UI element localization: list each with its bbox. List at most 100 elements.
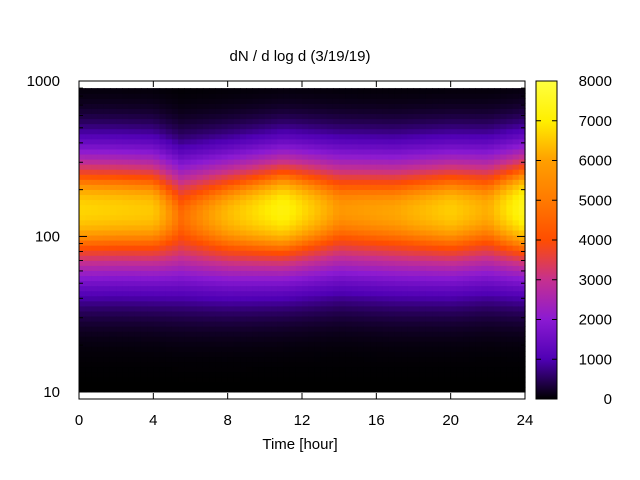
heatmap-cell (326, 240, 334, 246)
heatmap-cell (283, 326, 291, 332)
heatmap-cell (469, 214, 477, 221)
heatmap-cell (147, 265, 154, 271)
heatmap-cell (487, 169, 495, 175)
heatmap-cell (345, 153, 353, 160)
heatmap-cell (202, 240, 210, 246)
heatmap-cell (320, 179, 328, 185)
heatmap-cell (140, 93, 148, 99)
heatmap-cell (295, 361, 303, 368)
heatmap-cell (277, 98, 285, 104)
heatmap-cell (363, 128, 371, 135)
heatmap-cell (432, 366, 439, 373)
heatmap-cell (370, 270, 377, 277)
heatmap-cell (512, 361, 520, 368)
heatmap-cell (159, 280, 167, 287)
heatmap-cell (122, 153, 130, 160)
heatmap-cell (122, 361, 130, 368)
heatmap-cell (85, 361, 92, 368)
heatmap-cell (370, 98, 377, 104)
heatmap-cell (252, 123, 260, 130)
heatmap-cell (246, 255, 254, 261)
heatmap-cell (240, 194, 247, 201)
heatmap-cell (190, 351, 198, 358)
heatmap-cell (202, 295, 210, 302)
heatmap-cell (264, 295, 272, 302)
heatmap-cell (500, 164, 508, 170)
heatmap-cell (438, 169, 446, 175)
heatmap-cell (221, 341, 229, 347)
heatmap-cell (500, 285, 508, 292)
heatmap-cell (128, 285, 136, 292)
heatmap-cell (469, 300, 477, 307)
heatmap-cell (289, 189, 297, 196)
heatmap-cell (432, 229, 439, 236)
heatmap-cell (215, 93, 223, 99)
heatmap-cell (469, 179, 477, 185)
heatmap-cell (277, 260, 285, 266)
heatmap-cell (475, 219, 483, 226)
heatmap-cell (116, 108, 123, 115)
heatmap-cell (97, 341, 105, 347)
heatmap-cell (221, 366, 229, 373)
heatmap-cell (394, 285, 402, 292)
heatmap-cell (184, 93, 192, 99)
heatmap-cell (469, 381, 477, 388)
heatmap-cell (388, 366, 396, 373)
heatmap-cell (487, 164, 495, 170)
heatmap-cell (122, 179, 130, 185)
heatmap-cell (295, 285, 303, 292)
heatmap-cell (475, 361, 483, 368)
heatmap-cell (283, 336, 291, 342)
heatmap-cell (487, 381, 495, 388)
heatmap-cell (85, 108, 92, 115)
heatmap-cell (79, 219, 86, 226)
heatmap-cell (463, 219, 470, 226)
heatmap-cell (264, 88, 272, 94)
heatmap-cell (289, 138, 297, 145)
heatmap-cell (469, 118, 477, 125)
heatmap-cell (419, 103, 427, 109)
heatmap-cell (116, 214, 123, 221)
heatmap-cell (357, 376, 365, 383)
heatmap-cell (376, 346, 384, 352)
heatmap-cell (376, 240, 384, 246)
heatmap-cell (357, 214, 365, 221)
heatmap-cell (196, 108, 204, 115)
heatmap-cell (401, 260, 408, 266)
heatmap-cell (209, 255, 216, 261)
heatmap-cell (97, 240, 105, 246)
heatmap-cell (432, 199, 439, 206)
heatmap-cell (363, 148, 371, 155)
heatmap-cell (97, 300, 105, 307)
heatmap-cell (109, 240, 117, 246)
heatmap-cell (494, 250, 501, 256)
heatmap-cell (277, 123, 285, 130)
heatmap-cell (295, 356, 303, 363)
heatmap-cell (487, 143, 495, 150)
heatmap-cell (277, 164, 285, 170)
heatmap-cell (518, 164, 526, 170)
heatmap-cell (159, 133, 167, 140)
heatmap-cell (401, 290, 408, 297)
heatmap-cell (320, 315, 328, 322)
heatmap-cell (494, 341, 501, 347)
heatmap-cell (413, 346, 421, 352)
heatmap-cell (264, 113, 272, 120)
heatmap-cell (165, 376, 173, 383)
heatmap-cell (432, 260, 439, 266)
heatmap-cell (351, 229, 359, 236)
heatmap-cell (140, 179, 148, 185)
heatmap-cell (85, 189, 92, 196)
heatmap-cell (444, 143, 452, 150)
heatmap-cell (97, 224, 105, 231)
heatmap-cell (252, 133, 260, 140)
heatmap-cell (289, 386, 297, 393)
heatmap-cell (487, 194, 495, 201)
heatmap-cell (103, 285, 111, 292)
heatmap-cell (184, 169, 192, 175)
heatmap-cell (153, 179, 161, 185)
heatmap-cell (345, 326, 353, 332)
heatmap-cell (91, 315, 99, 322)
heatmap-cell (295, 143, 303, 150)
heatmap-cell (413, 376, 421, 383)
